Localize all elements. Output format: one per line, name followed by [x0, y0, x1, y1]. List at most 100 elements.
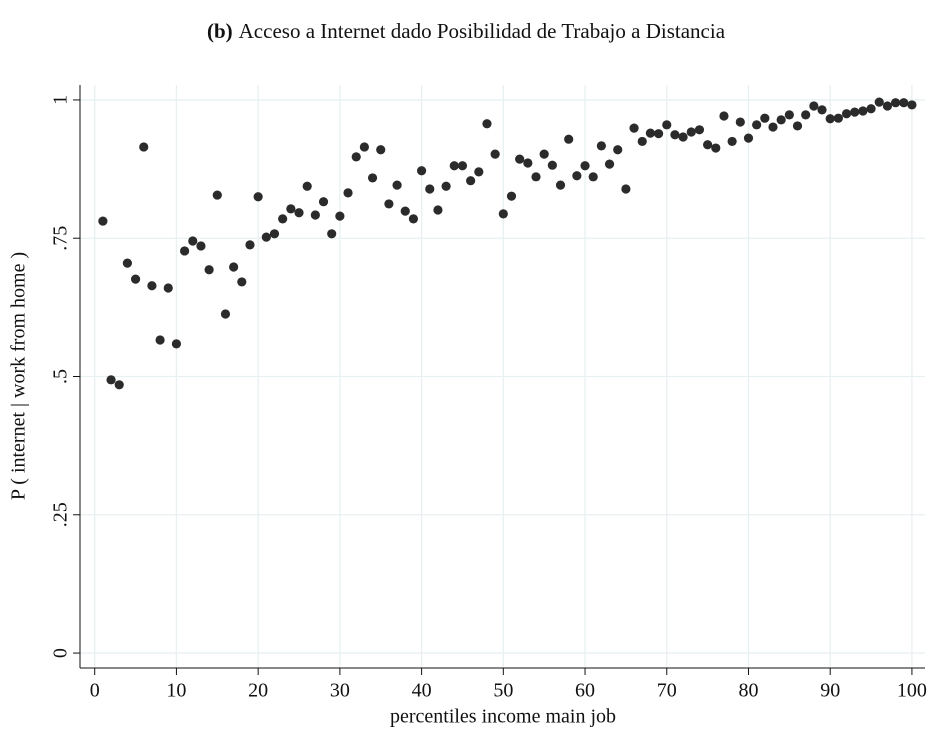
- x-tick-label: 100: [897, 680, 927, 702]
- point: [686, 127, 696, 137]
- point: [180, 246, 190, 256]
- point: [547, 160, 557, 170]
- point: [629, 123, 639, 133]
- point: [882, 101, 893, 111]
- x-tick-label: 60: [575, 680, 595, 702]
- point: [245, 240, 255, 250]
- point: [637, 136, 647, 147]
- point: [286, 204, 296, 214]
- point: [645, 128, 656, 138]
- point: [294, 208, 304, 218]
- point: [474, 167, 484, 177]
- point: [359, 142, 369, 152]
- point: [163, 283, 173, 293]
- point: [833, 113, 843, 123]
- y-tick-label: .25: [50, 502, 72, 527]
- x-tick-label: 0: [90, 680, 100, 702]
- point: [662, 120, 672, 130]
- point: [122, 258, 132, 268]
- point: [678, 132, 688, 142]
- point: [866, 104, 876, 114]
- point: [752, 120, 762, 130]
- panel-label: (b): [207, 19, 233, 43]
- point: [351, 152, 361, 162]
- point: [703, 140, 713, 150]
- point: [171, 339, 182, 349]
- point: [850, 107, 860, 117]
- point: [817, 105, 827, 115]
- point: [139, 142, 149, 152]
- y-tick-label: 1: [50, 95, 72, 105]
- point: [523, 158, 533, 168]
- point: [539, 149, 549, 159]
- point: [809, 101, 819, 111]
- point: [98, 216, 108, 226]
- y-axis-label: P ( internet | work from home ): [8, 252, 30, 500]
- point: [449, 161, 459, 171]
- point: [515, 154, 525, 164]
- x-tick-label: 20: [248, 680, 268, 702]
- point: [841, 109, 852, 119]
- point: [457, 161, 468, 171]
- point: [498, 209, 508, 219]
- point: [196, 241, 206, 251]
- point: [564, 134, 574, 144]
- point: [310, 210, 320, 220]
- point: [604, 159, 615, 169]
- point: [907, 100, 917, 110]
- point: [719, 111, 729, 121]
- x-tick-label: 80: [738, 680, 758, 702]
- point: [899, 98, 909, 108]
- point: [155, 335, 165, 345]
- point: [384, 199, 394, 209]
- point: [801, 110, 811, 120]
- point: [425, 184, 435, 194]
- point: [343, 188, 353, 198]
- point: [694, 125, 705, 135]
- point: [506, 191, 517, 201]
- y-tick-label: .75: [50, 226, 72, 251]
- point: [572, 171, 582, 181]
- point: [784, 110, 794, 120]
- point: [278, 214, 288, 224]
- point: [555, 180, 566, 190]
- point: [204, 265, 214, 275]
- x-axis-label: percentiles income main job: [390, 706, 616, 728]
- point: [588, 172, 598, 182]
- y-tick-label: 0: [50, 648, 72, 658]
- point: [743, 133, 754, 143]
- point: [490, 149, 500, 159]
- point: [253, 192, 263, 202]
- point: [613, 145, 623, 155]
- point: [890, 98, 901, 108]
- point: [392, 180, 402, 190]
- chart-title: (b) Acceso a Internet dado Posibilidad de…: [207, 19, 726, 43]
- point: [482, 119, 492, 129]
- point: [727, 136, 737, 147]
- point: [220, 309, 231, 319]
- point: [768, 122, 778, 132]
- point: [147, 281, 157, 291]
- x-tick-label: 50: [493, 680, 513, 702]
- point: [376, 145, 386, 155]
- point: [711, 143, 721, 153]
- point: [874, 97, 884, 107]
- y-tick-label: .5: [50, 369, 72, 384]
- point: [367, 173, 378, 183]
- point: [825, 114, 835, 124]
- point: [760, 113, 770, 123]
- point: [621, 184, 631, 194]
- point: [188, 236, 198, 246]
- point: [261, 232, 271, 242]
- point: [776, 115, 786, 125]
- point: [229, 262, 239, 272]
- point: [416, 166, 427, 176]
- point: [327, 229, 337, 239]
- point: [106, 375, 116, 385]
- point: [269, 229, 280, 239]
- point: [335, 211, 345, 221]
- point: [130, 274, 141, 284]
- x-tick-label: 40: [412, 680, 432, 702]
